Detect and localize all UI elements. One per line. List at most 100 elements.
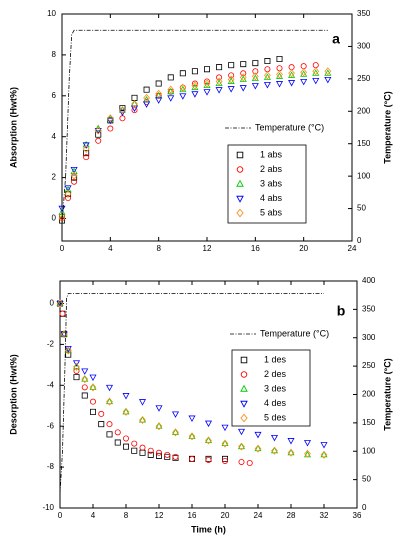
data-point [122,435,130,442]
data-point [172,428,179,437]
data-point [276,55,283,62]
data-point [107,125,114,132]
data-point [56,301,64,308]
data-point [221,439,229,447]
data-point [320,450,328,459]
data-point [188,432,196,439]
data-point [131,440,138,447]
y2-tick-label: 200 [357,106,371,115]
data-point [164,453,171,460]
data-point [139,444,146,451]
temperature-line [61,29,328,225]
data-point [203,89,211,96]
data-point [239,73,247,82]
data-point [240,70,247,77]
data-point [275,81,284,88]
data-point [254,444,262,453]
data-point [254,444,262,452]
data-point [191,68,198,75]
x-tick-label: 0 [58,511,63,520]
y2-tick-label: 0 [357,236,362,245]
data-point [64,189,72,198]
data-point [90,408,96,415]
data-point [94,128,102,135]
data-point [106,421,113,428]
y2-axis-label: Temperature (°C) [382,358,392,430]
data-point [73,374,80,381]
data-point [252,68,259,75]
y2-tick-label: 100 [362,446,376,455]
data-point [106,117,114,125]
x-tick-label: 16 [188,511,197,520]
data-point [106,431,113,438]
data-point [71,178,78,185]
data-point [147,447,154,454]
legend-label: 2 abs [260,164,283,174]
data-point [228,62,235,69]
legend-label: 3 des [264,383,287,393]
data-point [215,87,223,94]
data-point [320,442,328,449]
data-point [123,443,129,450]
data-point [164,451,171,458]
data-point [287,438,295,445]
data-point [98,410,105,417]
data-point [155,422,163,429]
legend-label: 5 abs [260,207,283,217]
data-point [216,74,223,81]
x-tick-label: 28 [287,511,296,520]
data-point [237,428,246,436]
data-point [122,407,130,415]
y2-tick-label: 250 [362,361,376,370]
legend-label: Temperature (°C) [260,328,329,338]
data-point [64,346,72,355]
data-point [171,411,180,418]
legend-marker [236,166,244,173]
data-point [119,115,126,122]
x-tick-label: 12 [155,511,164,520]
data-point [106,114,114,121]
temperature-line [59,293,324,494]
data-point [56,299,64,306]
data-point [131,447,138,454]
data-point [204,66,210,73]
data-point [64,185,72,193]
data-point [264,66,271,73]
data-point [227,86,235,93]
data-point [252,60,259,67]
data-point [188,455,196,462]
data-point [188,415,196,422]
data-point [264,71,271,80]
data-point [94,126,102,135]
data-point [64,185,72,192]
legend-marker [240,371,248,378]
data-point [98,421,105,428]
data-point [156,452,162,459]
data-point [138,416,147,423]
data-point [167,95,175,102]
data-point [179,93,187,100]
legend-marker [240,356,248,364]
legend-marker [240,413,248,423]
y2-tick-label: 300 [357,42,371,51]
data-point [228,72,235,79]
data-point [59,310,66,317]
y2-tick-label: 350 [362,304,376,313]
data-point [320,450,328,458]
data-point [188,432,196,441]
data-point [172,453,179,460]
data-point [139,416,146,425]
data-point [288,64,295,71]
legend-label: Temperature (°C) [255,122,324,132]
x-tick-label: 32 [320,511,329,520]
y2-tick-label: 50 [362,475,371,484]
data-point [59,217,65,224]
y-tick-label: -10 [42,503,54,512]
data-point [324,67,332,76]
data-point [95,137,102,144]
data-point [237,442,246,450]
x-tick-label: 24 [348,244,357,253]
y-tick-label: 10 [47,9,56,18]
data-point [118,109,126,117]
legend-label: 2 des [264,369,287,379]
